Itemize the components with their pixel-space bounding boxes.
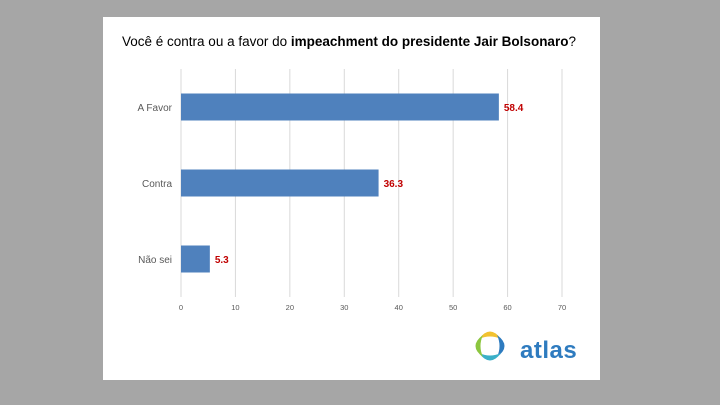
x-tick-label-6: 60 — [503, 303, 511, 312]
title-suffix: ? — [568, 34, 576, 49]
bar-2 — [181, 245, 210, 273]
x-tick-label-4: 40 — [395, 303, 403, 312]
x-tick-label-0: 0 — [179, 303, 183, 312]
title-prefix: Você é contra ou a favor do — [122, 34, 291, 49]
title-emphasis: impeachment do presidente Jair Bolsonaro — [290, 34, 569, 49]
data-label-0: 58.4 — [504, 103, 524, 114]
x-tick-label-7: 70 — [558, 303, 566, 312]
data-label-2: 5.3 — [215, 255, 229, 266]
data-label-1: 36.3 — [384, 179, 404, 190]
category-label-1: Contra — [142, 179, 172, 190]
brand-logo-text: atlas — [520, 337, 578, 364]
x-tick-label-3: 30 — [340, 303, 348, 312]
x-tick-label-2: 20 — [286, 303, 294, 312]
category-label-0: A Favor — [138, 103, 173, 114]
x-tick-label-1: 10 — [231, 303, 239, 312]
chart-title: Você é contra ou a favor do impeachment … — [122, 34, 576, 49]
slide-card: Você é contra ou a favor do impeachment … — [103, 17, 600, 380]
x-tick-label-5: 50 — [449, 303, 457, 312]
bar-0 — [181, 93, 499, 121]
bar-1 — [181, 169, 379, 197]
category-label-2: Não sei — [138, 255, 172, 266]
bar-chart: 0 10 20 30 40 50 60 70 A Favor 58.4 Contra 36.3 Não … — [138, 69, 566, 312]
